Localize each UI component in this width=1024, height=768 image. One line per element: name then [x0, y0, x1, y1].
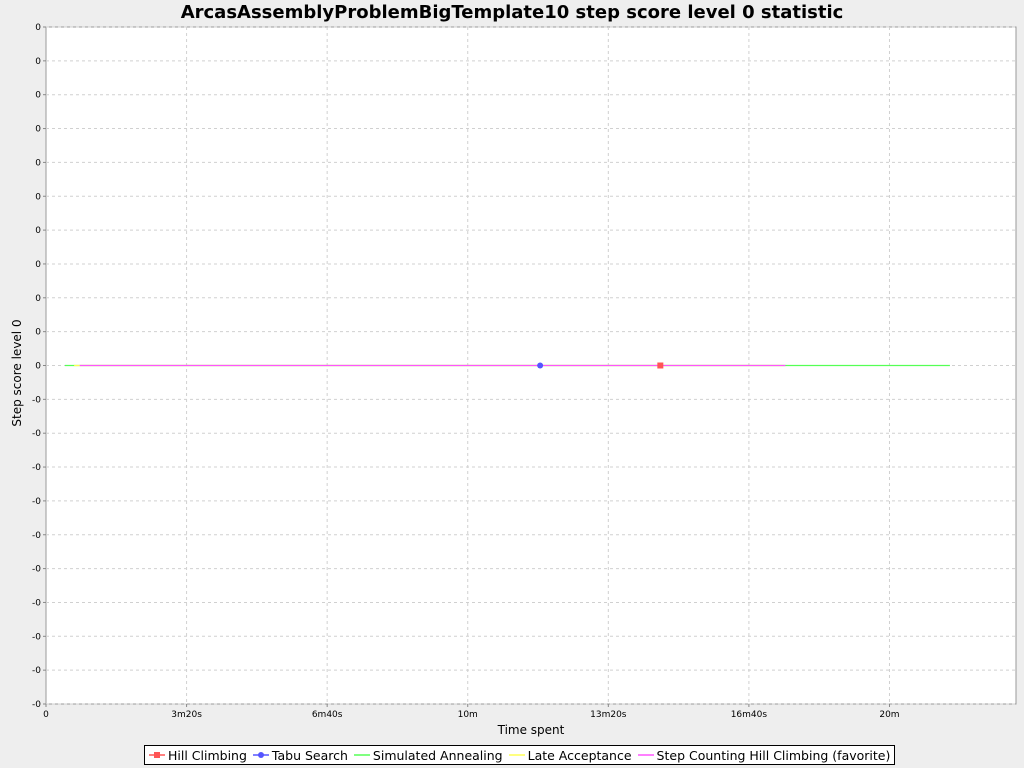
x-tick-label: 10m	[458, 710, 478, 720]
legend-item[interactable]: Simulated Annealing	[353, 747, 503, 763]
y-tick-label: 0	[35, 23, 41, 33]
y-tick-label: 0	[35, 158, 41, 168]
legend-label: Simulated Annealing	[372, 747, 503, 763]
y-tick-label: 0	[35, 125, 41, 135]
legend-item[interactable]: Late Acceptance	[508, 747, 632, 763]
x-tick-label: 3m20s	[171, 710, 202, 720]
y-tick-label: -0	[32, 531, 41, 541]
legend-swatch	[637, 754, 654, 756]
x-tick-label: 6m40s	[312, 710, 343, 720]
y-tick-label: 0	[35, 328, 41, 338]
legend-label: Late Acceptance	[527, 747, 632, 763]
x-tick-label: 16m40s	[731, 710, 768, 720]
y-tick-label: -0	[32, 598, 41, 608]
series-point-1	[537, 362, 544, 369]
y-tick-label: -0	[32, 565, 41, 575]
legend-item[interactable]: Hill Climbing	[149, 748, 247, 763]
y-tick-label: -0	[32, 497, 41, 507]
y-tick-label: 0	[35, 260, 41, 270]
y-tick-label: 0	[35, 57, 41, 67]
legend-label: Tabu Search	[271, 747, 348, 763]
legend-swatch	[149, 752, 165, 758]
y-tick-label: -0	[32, 666, 41, 676]
y-tick-label: -0	[32, 395, 41, 405]
y-tick-label: 0	[35, 192, 41, 202]
legend-label: Hill Climbing	[168, 747, 247, 763]
x-tick-label: 13m20s	[590, 710, 627, 720]
chart-title: ArcasAssemblyProblemBigTemplate10 step s…	[181, 2, 844, 23]
legend-label: Step Counting Hill Climbing (favorite)	[656, 747, 891, 763]
legend-swatch	[508, 754, 525, 756]
legend-swatch	[252, 752, 269, 758]
y-axis-label: Step score level 0	[10, 319, 24, 426]
y-tick-label: -0	[32, 463, 41, 473]
legend-swatch	[353, 754, 370, 756]
series-point-0	[657, 362, 664, 369]
y-tick-label: -0	[32, 632, 41, 642]
y-tick-label: 0	[35, 91, 41, 101]
y-tick-label: -0	[32, 700, 41, 710]
y-tick-label: 0	[35, 294, 41, 304]
y-tick-label: 0	[35, 362, 41, 372]
y-tick-label: -0	[32, 429, 41, 439]
y-tick-label: 0	[35, 226, 41, 236]
x-axis-label: Time spent	[497, 723, 565, 737]
x-tick-label: 0	[43, 710, 49, 720]
legend: Hill Climbing Tabu Search Simulated Anneal…	[144, 745, 896, 765]
legend-item[interactable]: Step Counting Hill Climbing (favorite)	[637, 747, 891, 763]
x-tick-label: 20m	[879, 710, 899, 720]
legend-item[interactable]: Tabu Search	[252, 747, 348, 763]
series-layer	[64, 362, 950, 369]
